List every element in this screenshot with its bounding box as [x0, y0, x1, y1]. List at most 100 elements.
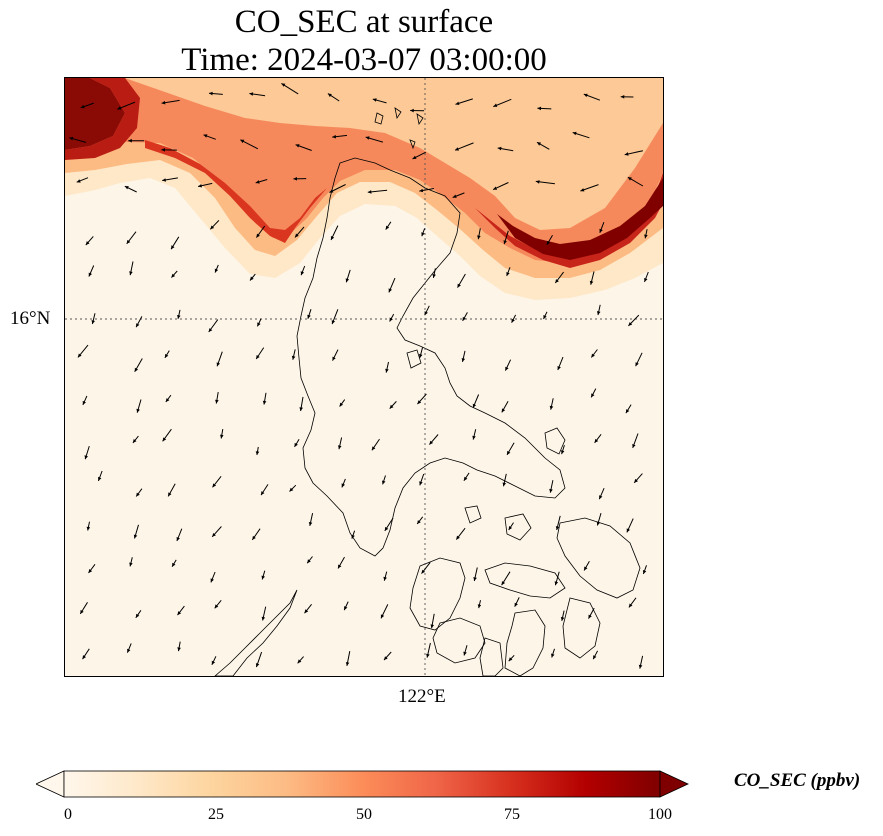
- wind-arrow-head: [596, 311, 601, 315]
- wind-arrow-head: [129, 271, 133, 276]
- wind-arrow-head: [294, 442, 298, 447]
- wind-arrow-head: [209, 91, 213, 96]
- wind-arrow-head: [554, 581, 559, 586]
- marinduque-coastline: [464, 505, 482, 524]
- wind-arrow-head: [644, 234, 648, 239]
- wind-arrow-head: [299, 407, 303, 411]
- wind-arrow-head: [304, 609, 309, 614]
- wind-arrow-head: [389, 317, 393, 322]
- wind-arrow-head: [161, 148, 165, 152]
- wind-arrow-head: [580, 188, 585, 192]
- wind-arrow-head: [295, 233, 299, 238]
- wind-arrow-head: [583, 93, 588, 98]
- wind-arrow-head: [543, 315, 547, 319]
- wind-arrow-head: [634, 478, 638, 483]
- wind-arrow-head: [261, 616, 266, 621]
- visayas-coastline-1: [484, 562, 566, 599]
- wind-arrow-head: [220, 434, 224, 439]
- wind-arrow-head: [214, 268, 219, 273]
- colorbar-tick-100: 100: [648, 806, 672, 823]
- wind-arrow-head: [599, 495, 603, 500]
- wind-arrow-head: [135, 613, 140, 618]
- wind-arrow-head: [594, 438, 599, 443]
- wind-arrow-head: [69, 136, 74, 141]
- wind-arrow-head: [410, 108, 414, 113]
- wind-arrow-head: [203, 134, 208, 138]
- wind-arrow-head: [345, 662, 350, 666]
- wind-arrow-head: [456, 535, 460, 540]
- wind-arrow-head: [256, 355, 260, 359]
- wind-arrow-head: [216, 362, 220, 367]
- colorbar-label: CO_SEC (ppbv): [734, 770, 861, 791]
- wind-arrow-head: [84, 455, 88, 460]
- wind-arrow-head: [136, 323, 140, 328]
- wind-arrow-head: [297, 659, 302, 664]
- colorbar-tick-0: 0: [64, 806, 72, 823]
- wind-arrow-head: [432, 274, 436, 278]
- wind-arrow-head: [508, 657, 513, 662]
- wind-arrow-head: [162, 178, 166, 182]
- wind-arrow-head: [80, 609, 84, 614]
- wind-arrow-head: [249, 92, 254, 96]
- wind-arrow-head: [638, 664, 643, 669]
- wind-arrow-head: [210, 578, 214, 583]
- wind-arrow-head: [421, 569, 426, 574]
- wind-arrow-head: [419, 188, 424, 193]
- mindoro-coastline: [409, 557, 466, 631]
- wind-arrow-head: [473, 577, 477, 581]
- wind-arrow-head: [417, 400, 422, 405]
- wind-arrow-head: [77, 353, 82, 358]
- wind-arrow-head: [255, 663, 260, 668]
- colorbar-tick-75: 75: [504, 806, 520, 823]
- wind-arrow-head: [261, 575, 265, 580]
- colorbar-tick-50: 50: [356, 806, 372, 823]
- wind-arrow-head: [537, 106, 542, 111]
- map-panel: [64, 77, 664, 677]
- wind-arrow-head: [419, 354, 423, 358]
- wind-arrow-head: [506, 272, 510, 276]
- wind-arrow-head: [561, 450, 565, 455]
- wind-arrow-head: [327, 93, 332, 98]
- wind-arrow-head: [549, 488, 553, 493]
- plume-pale-top: [125, 78, 663, 230]
- wind-arrow-head: [80, 104, 85, 109]
- wind-arrow-head: [388, 288, 392, 293]
- plume-dark-nw: [65, 78, 140, 160]
- catanduanes-coastline: [544, 427, 566, 455]
- wind-arrow-head: [240, 139, 245, 144]
- wind-arrow-head: [172, 562, 176, 567]
- wind-arrow-head: [412, 155, 417, 159]
- leyte-coastline: [562, 597, 601, 659]
- wind-arrow-head: [88, 569, 93, 573]
- wind-arrow-head: [555, 526, 560, 530]
- wind-arrow-head: [210, 225, 215, 230]
- wind-arrow-head: [477, 235, 481, 240]
- wind-arrow-head: [82, 655, 86, 660]
- wind-arrow-head: [501, 408, 506, 413]
- wind-arrow-head: [367, 190, 372, 194]
- wind-arrow-head: [557, 366, 561, 370]
- wind-arrow-head: [86, 526, 91, 531]
- wind-arrow-head: [124, 186, 129, 190]
- wind-arrow-head: [214, 604, 219, 609]
- wind-arrow-head: [624, 152, 629, 156]
- wind-arrow-head: [177, 611, 182, 616]
- wind-arrow-head: [177, 647, 181, 652]
- wind-arrow-head: [212, 483, 217, 488]
- wind-arrow-head: [136, 492, 140, 497]
- colorbar-extend-high: [659, 770, 689, 798]
- negros-coastline: [479, 637, 504, 676]
- wind-arrow-head: [307, 314, 311, 319]
- wind-arrow-head: [477, 604, 482, 609]
- wind-arrow-head: [627, 177, 632, 181]
- wind-arrow-head: [162, 437, 167, 442]
- wind-arrow-head: [198, 184, 202, 188]
- small-islands-north: [374, 107, 424, 150]
- plume-darkest-ne: [497, 178, 663, 260]
- wind-arrow-head: [165, 398, 170, 402]
- colorbar-extend-low: [36, 770, 65, 798]
- wind-arrow-head: [572, 131, 577, 136]
- lat-tick-label: 16°N: [10, 308, 51, 329]
- wind-arrow-head: [417, 520, 421, 524]
- wind-arrow-head: [507, 450, 511, 455]
